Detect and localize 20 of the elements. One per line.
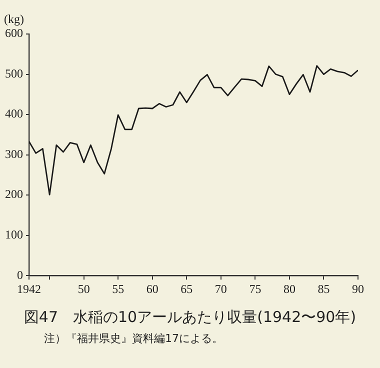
x-tick-label: 90 <box>352 282 364 296</box>
x-tick-label: 80 <box>283 282 296 296</box>
x-tick-label: 85 <box>318 282 330 296</box>
y-tick-label: 100 <box>5 227 23 242</box>
y-tick-label: 0 <box>17 268 23 282</box>
y-axis-title: (kg) <box>4 12 24 26</box>
x-tick-label: 1942 <box>17 282 41 296</box>
text: 注）『福井県史』資料編17による。 <box>43 331 224 346</box>
x-tick-label: 55 <box>112 282 124 296</box>
x-tick-label: 65 <box>180 282 193 296</box>
y-tick-label: 600 <box>5 26 23 40</box>
y-tick-label: 200 <box>5 187 23 202</box>
y-tick-label: 400 <box>5 106 23 121</box>
y-tick-label: 500 <box>5 66 23 80</box>
x-tick-label: 50 <box>78 282 90 296</box>
x-tick-label: 70 <box>214 282 227 296</box>
text: 図47 水稲の10アールあたり収量(1942〜90年) <box>22 308 358 327</box>
x-tick-label: 60 <box>146 282 158 296</box>
y-tick-label: 300 <box>5 146 23 161</box>
x-tick-label: 75 <box>249 282 262 296</box>
